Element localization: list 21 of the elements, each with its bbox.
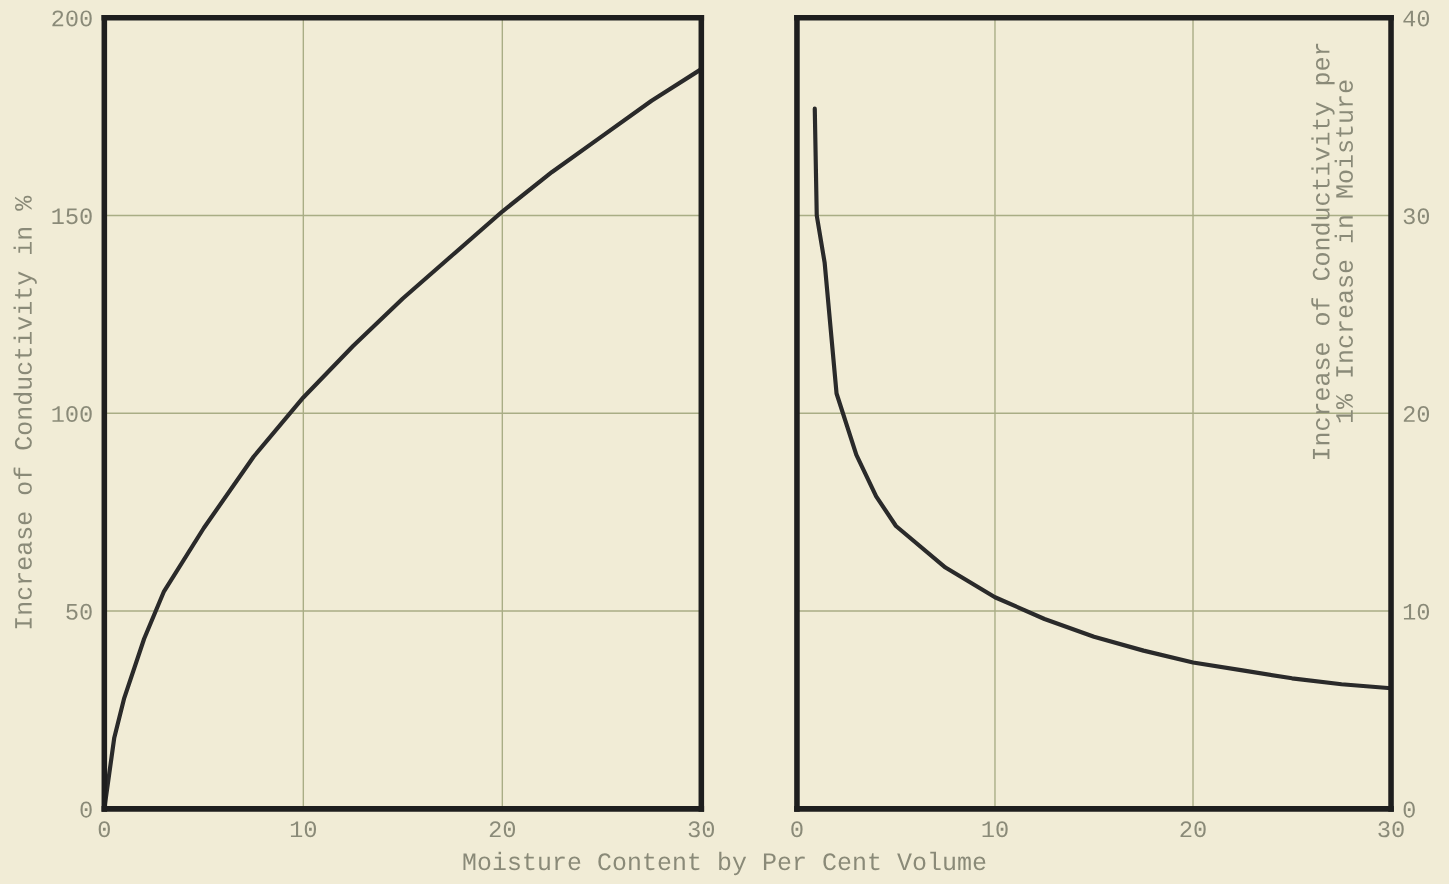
y2-tick-label: 10 — [1403, 603, 1430, 620]
y-tick-label: 50 — [66, 603, 92, 620]
y-axis-title: Increase of Conductivity in % — [13, 195, 37, 629]
x-axis-title: Moisture Content by Per Cent Volume — [463, 851, 986, 876]
x-tick-label: 20 — [489, 821, 516, 838]
x-tick-label: 20 — [1180, 821, 1206, 838]
y2-tick-label: 40 — [1403, 10, 1430, 27]
y-tick-label: 0 — [80, 801, 92, 818]
x-tick-label: 0 — [98, 821, 110, 838]
y-tick-label: 200 — [52, 10, 92, 27]
x-tick-label: 10 — [290, 821, 317, 838]
x-tick-label: 30 — [1378, 821, 1404, 838]
y-tick-label: 150 — [52, 208, 92, 225]
y2-tick-label: 20 — [1403, 406, 1430, 423]
y-axis-title: Increase of Conductivity per 1% Increase in Moisture — [1311, 43, 1353, 460]
x-tick-label: 0 — [791, 821, 803, 838]
y-tick-label: 100 — [52, 406, 92, 423]
x-tick-label: 30 — [688, 821, 715, 838]
y2-tick-label: 30 — [1403, 208, 1430, 225]
x-tick-label: 10 — [982, 821, 1008, 838]
y2-tick-label: 0 — [1403, 801, 1415, 818]
